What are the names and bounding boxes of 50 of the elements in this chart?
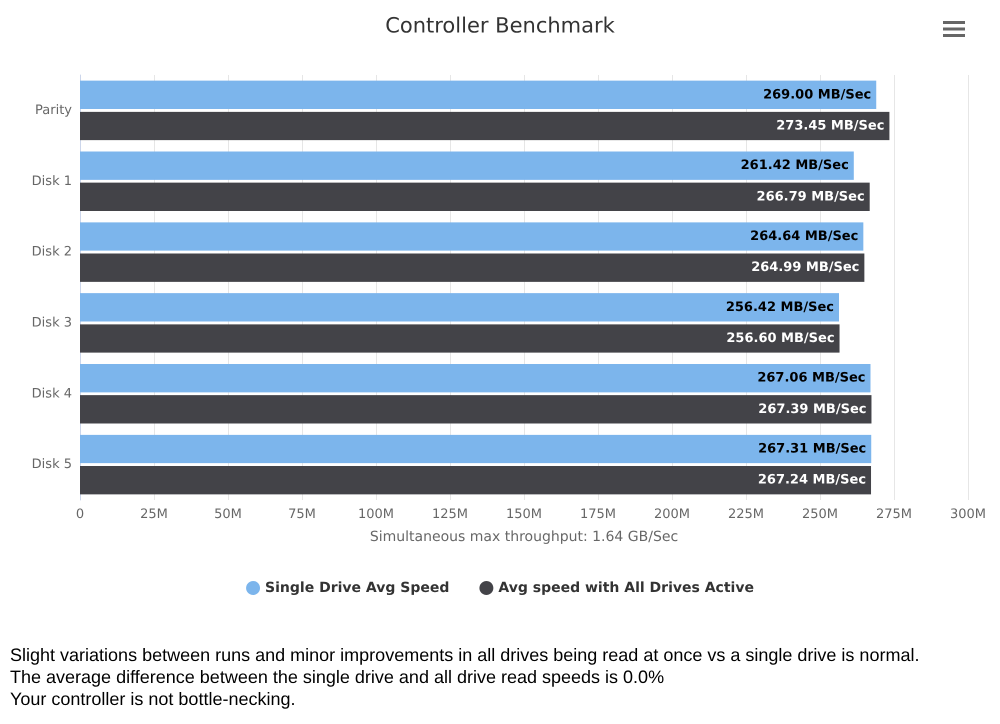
y-tick-label: Disk 2 bbox=[32, 244, 72, 260]
x-axis-title: Simultaneous max throughput: 1.64 GB/Sec bbox=[370, 529, 678, 545]
data-label: 267.06 MB/Sec bbox=[757, 370, 866, 386]
data-label: 269.00 MB/Sec bbox=[763, 87, 872, 102]
data-label: 273.45 MB/Sec bbox=[776, 118, 884, 134]
x-tick-label: 175M bbox=[580, 507, 616, 522]
legend-label: Single Drive Avg Speed bbox=[265, 580, 450, 596]
bar bbox=[80, 395, 872, 424]
bar bbox=[80, 182, 870, 211]
data-label: 266.79 MB/Sec bbox=[756, 189, 865, 204]
data-label: 261.42 MB/Sec bbox=[740, 158, 849, 174]
x-tick-label: 225M bbox=[728, 507, 764, 522]
x-tick-label: 250M bbox=[802, 507, 838, 522]
bar bbox=[80, 293, 840, 322]
x-tick-label: 300M bbox=[950, 507, 986, 522]
text: Slight variations between runs and minor improvements in all drives being read at once vs a single drive is normal. bbox=[10, 644, 920, 666]
bar bbox=[80, 222, 864, 251]
data-label: 256.42 MB/Sec bbox=[726, 300, 834, 315]
data-label: 267.31 MB/Sec bbox=[758, 442, 866, 456]
data-label: 264.64 MB/Sec bbox=[750, 229, 858, 244]
bar bbox=[80, 112, 890, 140]
bar bbox=[80, 434, 872, 464]
bar bbox=[80, 152, 854, 180]
data-label: 256.60 MB/Sec bbox=[726, 331, 835, 346]
text: The average difference between the single drive and all drive read speeds is 0.0% bbox=[10, 666, 666, 688]
x-tick-label: 75M bbox=[288, 507, 316, 522]
y-tick-label: Disk 3 bbox=[32, 315, 72, 330]
bar bbox=[80, 80, 876, 109]
x-tick-label: 25M bbox=[140, 507, 168, 522]
data-label: 267.24 MB/Sec bbox=[758, 472, 866, 488]
y-tick-label: Disk 1 bbox=[32, 174, 72, 189]
bar bbox=[80, 364, 870, 392]
x-tick-label: 125M bbox=[432, 507, 468, 522]
legend-label: Avg speed with All Drives Active bbox=[498, 580, 754, 596]
bar bbox=[80, 466, 872, 494]
data-label: 267.39 MB/Sec bbox=[758, 402, 866, 417]
y-tick-label: Parity bbox=[35, 102, 72, 118]
x-tick-label: 0 bbox=[76, 507, 84, 522]
bar bbox=[80, 254, 864, 282]
x-tick-label: 275M bbox=[876, 507, 912, 522]
chart-title: Controller Benchmark bbox=[385, 14, 616, 38]
x-tick-label: 50M bbox=[214, 507, 242, 522]
x-tick-label: 150M bbox=[506, 507, 542, 522]
y-tick-label: Disk 5 bbox=[32, 457, 72, 472]
bar bbox=[80, 324, 840, 353]
data-label: 264.99 MB/Sec bbox=[751, 260, 860, 276]
text: Your controller is not bottle-necking. bbox=[10, 688, 296, 710]
x-tick-label: 100M bbox=[358, 507, 394, 522]
x-tick-label: 200M bbox=[654, 507, 690, 522]
y-tick-label: Disk 4 bbox=[32, 386, 72, 402]
